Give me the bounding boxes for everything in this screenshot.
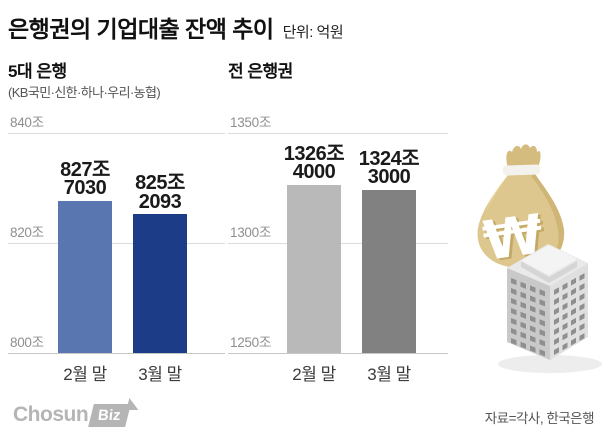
- bar: [133, 214, 187, 353]
- x-category-label: 2월 말: [292, 365, 336, 384]
- logo-chosun-text: Chosun: [13, 403, 89, 426]
- source-credit: 자료=각사, 한국은행: [484, 411, 595, 426]
- gridline: [8, 243, 225, 244]
- bar-value-label: 1324조 3000: [358, 147, 420, 189]
- y-tick-label: 1350조: [230, 115, 271, 130]
- x-category-label: 3월 말: [138, 365, 182, 384]
- gridline: [228, 133, 448, 134]
- x-category-label: 2월 말: [63, 365, 107, 384]
- chart-five-banks-title: 5대 은행: [8, 62, 67, 81]
- logo-biz-banner: Biz: [88, 397, 142, 427]
- gridline: [8, 133, 225, 134]
- bar: [362, 189, 416, 353]
- chart-all-banks-title: 전 은행권: [228, 62, 293, 81]
- chosunbiz-logo: Chosun Biz: [13, 397, 142, 427]
- gridline: [228, 353, 448, 354]
- money-bag-and-building-illustration: ₩ ₩: [477, 144, 602, 373]
- unit-label: 단위: 억원: [282, 24, 344, 41]
- building-icon: [498, 244, 602, 373]
- y-tick-label: 1250조: [230, 335, 271, 350]
- bar: [58, 200, 112, 353]
- y-tick-label: 1300조: [230, 225, 271, 240]
- header: 은행권의 기업대출 잔액 추이 단위: 억원: [8, 10, 344, 44]
- y-tick-label: 840조: [10, 115, 44, 130]
- bar-value-label: 827조 7030: [60, 158, 110, 200]
- bar-value-label: 825조 2093: [135, 172, 185, 213]
- logo-biz-text: Biz: [97, 406, 122, 424]
- bar-value-label: 1326조 4000: [283, 142, 345, 184]
- y-tick-label: 820조: [10, 225, 44, 240]
- chart-five-banks-plot: 840조 820조 800조 827조 7030 2월 말 825조 2093 3월 말: [8, 115, 225, 384]
- y-tick-label: 800조: [10, 335, 44, 350]
- gridline: [8, 353, 225, 354]
- building-windows-left: [511, 278, 545, 357]
- bar: [287, 184, 341, 353]
- logo-banner-fold-icon: [126, 397, 142, 410]
- page-title: 은행권의 기업대출 잔액 추이: [8, 16, 274, 42]
- x-category-label: 3월 말: [367, 365, 411, 384]
- chart-five-banks-note: (KB국민·신한·하나·우리·농협): [8, 85, 161, 100]
- chart-all-banks-plot: 1350조 1300조 1250조 1326조 4000 2월 말 1324조 3000 3월 …: [228, 115, 448, 384]
- building-windows-right: [554, 273, 585, 355]
